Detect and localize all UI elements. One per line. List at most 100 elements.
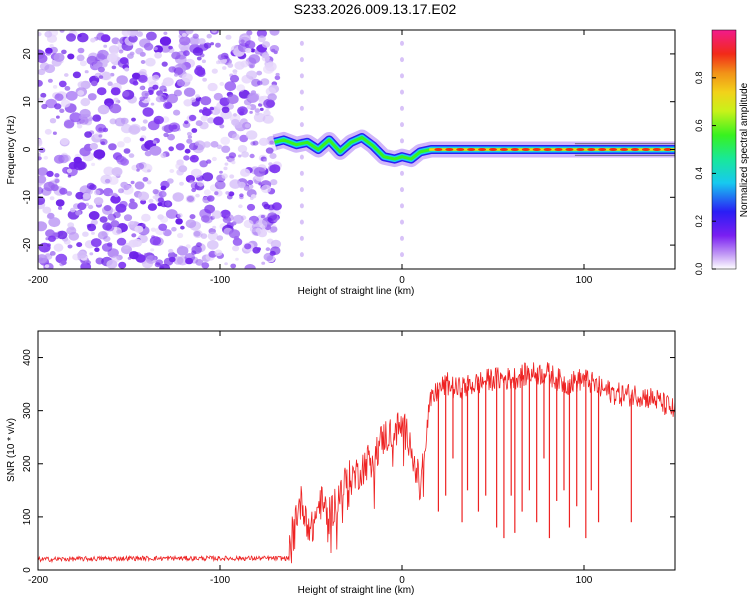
- noise-speckle: [203, 189, 211, 196]
- y-tick-label: 100: [22, 508, 33, 525]
- noise-speckle: [265, 247, 271, 252]
- noise-speckle: [77, 32, 89, 43]
- y-tick-label: 10: [22, 96, 33, 108]
- artifact-stripe: [400, 252, 404, 258]
- noise-speckle: [79, 114, 87, 120]
- artifact-stripe: [400, 105, 404, 111]
- noise-speckle: [181, 32, 187, 37]
- noise-speckle: [139, 51, 146, 57]
- noise-speckle: [64, 86, 71, 91]
- noise-speckle: [255, 219, 268, 230]
- noise-speckle: [123, 148, 131, 154]
- noise-speckle: [73, 160, 86, 171]
- noise-speckle: [229, 74, 240, 83]
- noise-speckle: [207, 231, 219, 241]
- noise-speckle: [155, 95, 164, 103]
- noise-speckle: [196, 56, 202, 61]
- noise-speckle: [145, 255, 157, 264]
- noise-speckle: [113, 97, 119, 103]
- noise-speckle: [219, 170, 223, 174]
- noise-speckle: [249, 153, 255, 159]
- y-tick-label: -10: [22, 190, 33, 205]
- noise-speckle: [173, 253, 178, 257]
- noise-speckle: [261, 41, 271, 48]
- noise-speckle: [139, 96, 145, 102]
- noise-speckle: [59, 187, 68, 195]
- noise-speckle: [213, 116, 224, 126]
- noise-speckle: [175, 143, 185, 151]
- noise-speckle: [82, 231, 89, 237]
- noise-speckle: [54, 178, 60, 183]
- noise-speckle: [219, 81, 225, 86]
- noise-speckle: [207, 240, 219, 250]
- noise-speckle: [69, 112, 82, 123]
- noise-speckle: [141, 223, 146, 228]
- noise-speckle: [269, 30, 280, 36]
- noise-speckle: [129, 51, 135, 56]
- noise-speckle: [109, 192, 114, 196]
- noise-speckle: [227, 94, 239, 105]
- artifact-stripe: [400, 138, 404, 144]
- track-peak-spot: [543, 148, 552, 151]
- noise-speckle: [198, 38, 206, 45]
- noise-speckle: [245, 47, 252, 54]
- noise-speckle: [270, 246, 281, 255]
- noise-speckle: [189, 36, 201, 46]
- noise-speckle: [123, 214, 133, 222]
- noise-speckle: [38, 167, 48, 176]
- noise-speckle: [111, 65, 117, 70]
- noise-speckle: [169, 169, 175, 173]
- noise-speckle: [169, 256, 176, 263]
- noise-speckle: [203, 141, 211, 148]
- snr-series: [38, 362, 675, 564]
- noise-speckle: [101, 243, 113, 252]
- noise-speckle: [190, 168, 202, 178]
- noise-speckle: [194, 94, 201, 99]
- y-tick-label: 200: [22, 455, 33, 472]
- noise-speckle: [209, 106, 215, 111]
- track-peak-spot: [598, 148, 607, 151]
- noise-speckle: [75, 191, 85, 200]
- noise-speckle: [44, 264, 50, 268]
- noise-speckle: [91, 231, 95, 235]
- noise-speckle: [38, 147, 46, 153]
- noise-speckle: [248, 104, 257, 111]
- noise-speckle: [177, 232, 184, 239]
- noise-speckle: [65, 90, 78, 101]
- noise-speckle: [87, 204, 94, 210]
- noise-speckle: [38, 138, 43, 145]
- noise-speckle: [217, 54, 225, 60]
- artifact-stripe: [400, 57, 404, 63]
- noise-speckle: [224, 262, 228, 266]
- noise-speckle: [118, 188, 124, 194]
- noise-speckle: [38, 156, 42, 161]
- noise-speckle: [109, 103, 122, 114]
- noise-speckle: [46, 170, 54, 177]
- track-peak-spot: [554, 148, 563, 151]
- noise-speckle: [168, 66, 176, 73]
- artifact-stripe: [400, 89, 404, 95]
- noise-speckle: [199, 109, 204, 113]
- x-tick-label: -200: [28, 275, 48, 286]
- noise-speckle: [49, 251, 56, 256]
- artifact-stripe: [299, 40, 304, 46]
- noise-speckle: [47, 212, 55, 219]
- x-tick-label: 0: [399, 575, 405, 586]
- noise-speckle: [60, 260, 67, 266]
- noise-speckle: [55, 199, 65, 207]
- noise-speckle: [131, 233, 137, 238]
- noise-speckle: [183, 50, 190, 57]
- noise-speckle: [248, 63, 255, 69]
- noise-speckle: [67, 174, 72, 178]
- artifact-stripe: [400, 187, 404, 193]
- noise-speckle: [210, 42, 215, 46]
- noise-speckle: [53, 243, 64, 252]
- noise-speckle: [219, 124, 225, 129]
- noise-speckle: [38, 152, 41, 157]
- noise-speckle: [137, 191, 150, 201]
- noise-speckle: [260, 184, 272, 194]
- noise-speckle: [49, 118, 57, 124]
- noise-speckle: [238, 154, 242, 158]
- noise-speckle: [196, 69, 206, 77]
- noise-speckle: [97, 231, 108, 240]
